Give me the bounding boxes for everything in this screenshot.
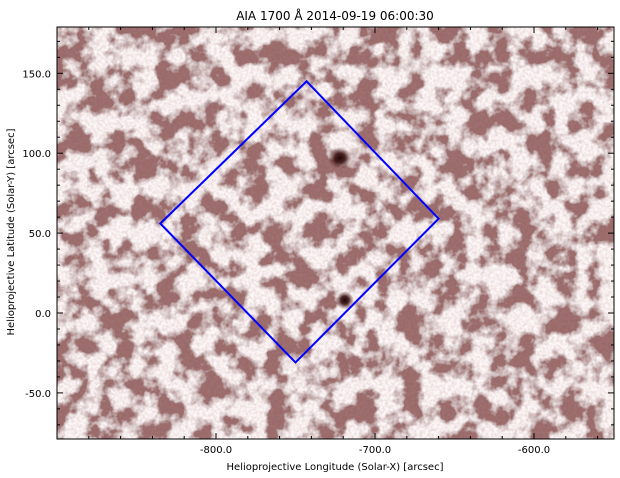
sunspots [328,146,354,310]
tick-label: 150.0 [22,69,51,80]
y-axis-ticks: 150.0 100.0 50.0 0.0 -50.0 [22,40,614,426]
x-axis-ticks: -800.0 -700.0 -600.0 [88,27,599,456]
tick-label: -800.0 [200,445,232,456]
x-axis-label: Helioprojective Longitude (Solar-X) [arc… [227,462,444,473]
image-grain [57,27,614,439]
tick-label: 100.0 [22,149,51,160]
rotated-square-overlay [158,79,440,364]
y-axis-label: Helioprojective Latitude (Solar-Y) [arcs… [6,128,17,335]
tick-label: -700.0 [359,445,391,456]
sunspot [335,291,354,310]
tick-label: -50.0 [25,389,51,400]
tick-label: 50.0 [29,229,51,240]
plot-area [57,27,614,439]
tick-label: -600.0 [518,445,550,456]
sunspot [328,146,353,169]
chart-title: AIA 1700 Å 2014-09-19 06:00:30 [236,8,434,23]
tick-label: 0.0 [35,309,51,320]
